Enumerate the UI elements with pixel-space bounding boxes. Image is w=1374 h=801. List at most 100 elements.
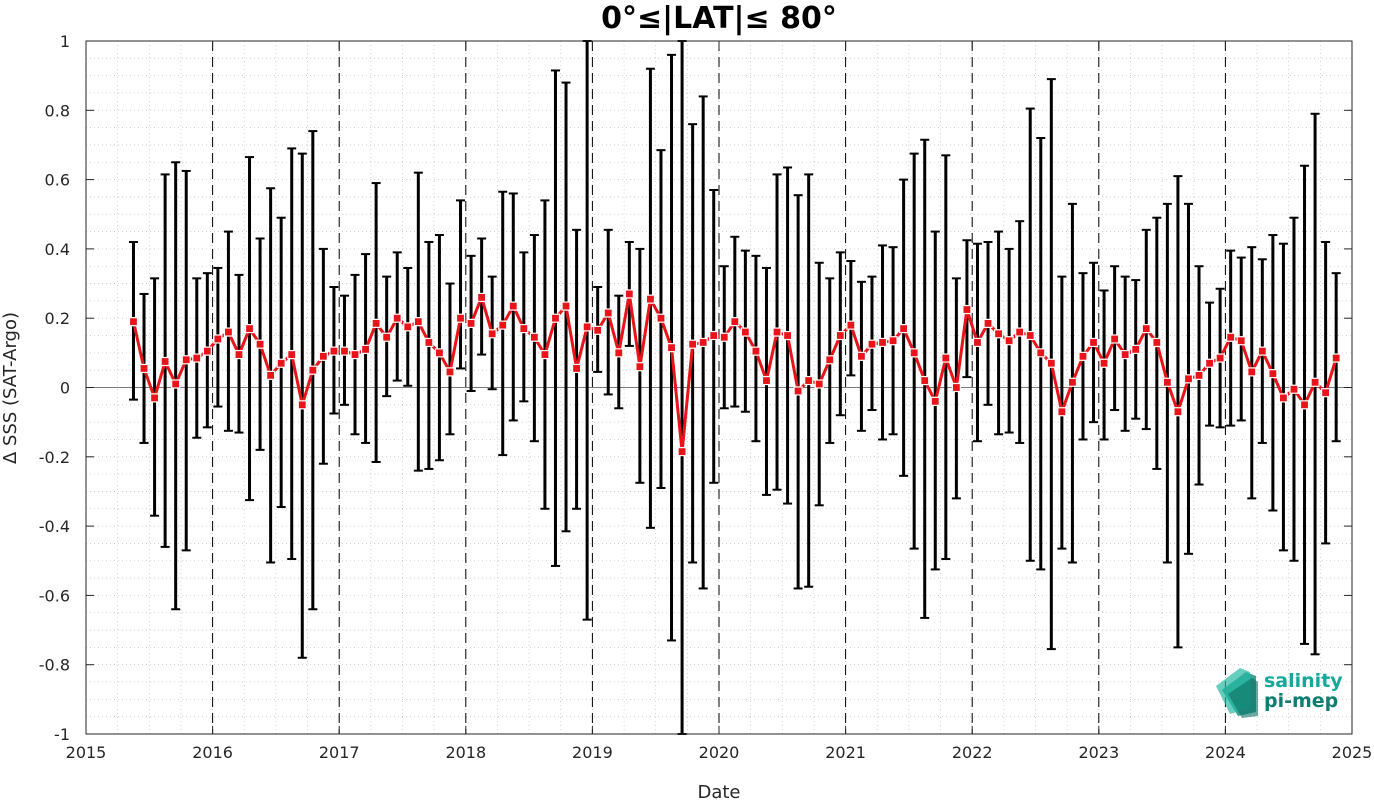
- data-point: [382, 332, 392, 342]
- x-tick-label: 2025: [1332, 743, 1373, 762]
- data-point: [1257, 346, 1267, 356]
- data-point: [266, 370, 276, 380]
- data-point: [1331, 353, 1341, 363]
- data-point: [719, 332, 729, 342]
- data-point: [645, 294, 656, 304]
- data-point: [455, 313, 466, 323]
- data-point: [1015, 327, 1025, 337]
- data-point: [1162, 377, 1172, 387]
- data-point: [899, 323, 909, 334]
- data-point: [519, 323, 529, 334]
- data-point: [1236, 336, 1246, 346]
- data-point: [139, 363, 149, 374]
- data-point: [793, 386, 803, 396]
- data-point: [561, 301, 571, 311]
- y-tick-label: -1: [54, 725, 70, 744]
- data-point: [614, 348, 624, 358]
- y-tick-label: 0.4: [45, 240, 70, 259]
- data-point: [360, 344, 371, 354]
- data-point: [698, 337, 708, 348]
- data-point: [1204, 358, 1215, 368]
- data-point: [1173, 407, 1183, 417]
- y-tick-label: 0.8: [45, 101, 70, 120]
- data-point: [582, 322, 592, 332]
- data-point: [424, 337, 434, 348]
- data-point: [761, 375, 772, 386]
- data-point: [593, 325, 603, 335]
- data-point: [128, 317, 139, 327]
- data-point: [202, 346, 212, 356]
- data-point: [1268, 369, 1278, 379]
- data-point: [1099, 358, 1109, 368]
- data-point: [181, 355, 191, 365]
- data-point: [983, 318, 993, 328]
- data-point: [877, 337, 888, 348]
- data-point: [972, 337, 983, 348]
- data-point: [392, 313, 402, 323]
- data-point: [287, 349, 297, 360]
- y-axis-label: Δ SSS (SAT-Argo): [0, 312, 21, 464]
- data-point: [677, 447, 687, 457]
- data-point: [846, 320, 856, 330]
- data-point: [350, 349, 360, 360]
- data-point: [244, 323, 255, 334]
- data-point: [318, 351, 328, 361]
- data-point: [234, 349, 244, 360]
- data-point: [529, 332, 539, 342]
- data-point: [1299, 400, 1310, 410]
- data-point: [603, 308, 613, 318]
- data-point: [571, 363, 582, 374]
- data-point: [1321, 388, 1331, 398]
- data-point: [888, 336, 898, 346]
- data-point: [1057, 407, 1067, 417]
- data-point: [1067, 377, 1078, 387]
- x-axis-label: Date: [697, 782, 740, 801]
- data-point: [1194, 370, 1204, 380]
- y-tick-label: 0: [60, 379, 70, 398]
- data-point: [445, 367, 455, 377]
- data-point: [782, 330, 793, 341]
- data-point: [740, 327, 750, 337]
- data-point: [772, 327, 782, 337]
- data-point: [297, 400, 307, 410]
- data-point: [635, 362, 645, 372]
- data-point: [540, 349, 550, 360]
- data-point: [1278, 393, 1289, 403]
- data-point: [993, 329, 1004, 339]
- y-tick-label: -0.4: [39, 517, 70, 536]
- data-point: [941, 353, 951, 363]
- data-point: [160, 356, 170, 367]
- data-point: [920, 375, 930, 386]
- data-point: [1152, 337, 1162, 348]
- data-point: [223, 327, 234, 337]
- data-point: [1141, 323, 1151, 334]
- data-point: [804, 375, 814, 386]
- data-point: [835, 330, 845, 341]
- x-tick-label: 2020: [699, 743, 740, 762]
- data-point: [909, 348, 919, 358]
- data-point: [624, 289, 634, 299]
- logo-text-line1: salinity: [1264, 670, 1343, 692]
- data-point: [1289, 384, 1299, 394]
- data-point: [825, 355, 835, 365]
- data-point: [371, 318, 381, 328]
- x-tick-label: 2015: [66, 743, 107, 762]
- data-point: [1120, 349, 1130, 360]
- data-point: [508, 301, 518, 311]
- y-tick-label: 1: [60, 32, 70, 51]
- x-tick-label: 2018: [445, 743, 486, 762]
- data-point: [1078, 351, 1088, 361]
- data-point: [867, 339, 877, 349]
- chart-title: 0°≤|LAT|≤ 80°: [601, 1, 837, 36]
- data-point: [1310, 377, 1320, 387]
- data-point: [1131, 344, 1141, 354]
- data-point: [1025, 330, 1035, 341]
- y-tick-label: -0.2: [39, 448, 70, 467]
- data-point: [1247, 367, 1257, 377]
- data-point: [1110, 334, 1120, 344]
- data-point: [487, 329, 497, 339]
- y-tick-label: 0.2: [45, 309, 70, 328]
- data-point: [1226, 332, 1236, 342]
- x-tick-label: 2024: [1205, 743, 1246, 762]
